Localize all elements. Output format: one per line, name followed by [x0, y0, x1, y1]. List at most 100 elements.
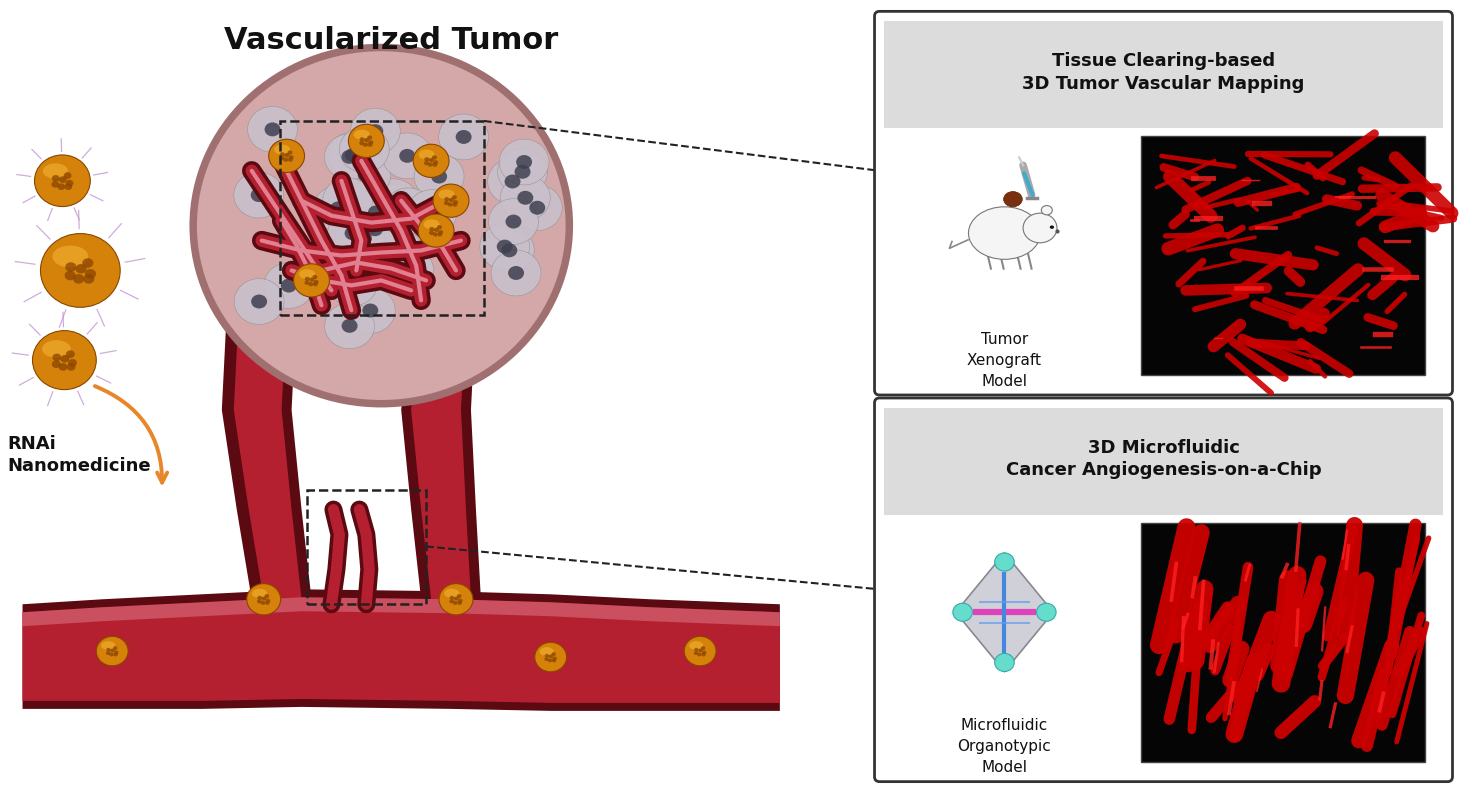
Ellipse shape — [234, 172, 284, 218]
Polygon shape — [955, 553, 1053, 672]
Ellipse shape — [312, 275, 318, 279]
Ellipse shape — [433, 228, 439, 232]
Ellipse shape — [251, 589, 268, 598]
Polygon shape — [401, 250, 481, 600]
Ellipse shape — [491, 250, 541, 296]
Ellipse shape — [362, 303, 379, 318]
Ellipse shape — [351, 108, 401, 154]
Ellipse shape — [497, 239, 513, 254]
Ellipse shape — [552, 659, 556, 662]
Ellipse shape — [401, 204, 416, 218]
Ellipse shape — [444, 201, 450, 205]
Ellipse shape — [433, 232, 438, 236]
Ellipse shape — [501, 243, 518, 258]
Ellipse shape — [284, 157, 288, 162]
Ellipse shape — [401, 263, 417, 277]
Ellipse shape — [269, 139, 305, 172]
Ellipse shape — [325, 303, 374, 348]
Ellipse shape — [114, 653, 118, 656]
Ellipse shape — [386, 195, 402, 209]
Ellipse shape — [454, 596, 458, 600]
Ellipse shape — [356, 143, 373, 156]
Ellipse shape — [247, 107, 297, 152]
Ellipse shape — [64, 172, 71, 179]
Ellipse shape — [547, 659, 552, 662]
FancyBboxPatch shape — [874, 398, 1452, 781]
Ellipse shape — [448, 202, 453, 207]
Ellipse shape — [257, 600, 262, 604]
Ellipse shape — [413, 145, 450, 178]
Ellipse shape — [41, 340, 71, 358]
Ellipse shape — [419, 214, 454, 247]
Ellipse shape — [195, 61, 568, 400]
Ellipse shape — [359, 141, 364, 145]
Ellipse shape — [234, 279, 284, 325]
Ellipse shape — [1041, 205, 1053, 215]
Ellipse shape — [497, 149, 547, 194]
Ellipse shape — [544, 654, 549, 657]
Ellipse shape — [429, 227, 435, 231]
Text: Tissue Clearing-based
3D Tumor Vascular Mapping: Tissue Clearing-based 3D Tumor Vascular … — [1022, 52, 1304, 93]
Ellipse shape — [262, 596, 266, 600]
Ellipse shape — [387, 200, 404, 214]
Ellipse shape — [358, 168, 374, 182]
Ellipse shape — [65, 271, 75, 280]
Ellipse shape — [368, 179, 419, 224]
Ellipse shape — [414, 153, 464, 200]
Ellipse shape — [238, 101, 524, 360]
Ellipse shape — [432, 156, 436, 160]
Polygon shape — [411, 250, 470, 600]
Ellipse shape — [280, 152, 285, 156]
Ellipse shape — [305, 280, 309, 285]
Ellipse shape — [340, 152, 390, 198]
Ellipse shape — [535, 642, 566, 672]
Ellipse shape — [553, 656, 558, 660]
Text: Microfluidic
Organotypic
Model: Microfluidic Organotypic Model — [957, 718, 1052, 775]
Ellipse shape — [328, 132, 377, 178]
Ellipse shape — [342, 150, 358, 164]
Ellipse shape — [322, 178, 373, 224]
Ellipse shape — [1004, 191, 1022, 207]
Ellipse shape — [500, 139, 549, 185]
Ellipse shape — [345, 148, 361, 162]
Ellipse shape — [345, 276, 361, 290]
Ellipse shape — [75, 264, 87, 273]
Text: 3D Microfluidic
Cancer Angiogenesis-on-a-Chip: 3D Microfluidic Cancer Angiogenesis-on-a… — [1006, 438, 1321, 480]
Bar — [1140, 522, 1424, 762]
Ellipse shape — [370, 184, 420, 230]
Ellipse shape — [383, 188, 433, 234]
Ellipse shape — [512, 185, 562, 231]
Bar — [280, 121, 484, 315]
Ellipse shape — [432, 170, 447, 183]
Ellipse shape — [427, 163, 433, 167]
Text: Tumor
Xenograft
Model: Tumor Xenograft Model — [967, 332, 1043, 389]
Ellipse shape — [438, 230, 444, 235]
Ellipse shape — [368, 142, 373, 147]
Ellipse shape — [334, 218, 385, 264]
Bar — [1140, 136, 1424, 375]
Ellipse shape — [552, 653, 556, 656]
Ellipse shape — [287, 150, 293, 155]
Ellipse shape — [995, 653, 1015, 672]
Ellipse shape — [367, 135, 373, 140]
Ellipse shape — [52, 360, 61, 368]
Ellipse shape — [58, 183, 65, 190]
Ellipse shape — [265, 601, 269, 605]
Ellipse shape — [247, 584, 281, 615]
Ellipse shape — [457, 594, 461, 598]
Ellipse shape — [424, 157, 429, 161]
Ellipse shape — [59, 363, 68, 371]
Ellipse shape — [456, 130, 472, 144]
Ellipse shape — [281, 279, 297, 292]
Ellipse shape — [340, 194, 355, 208]
Ellipse shape — [368, 141, 373, 145]
Ellipse shape — [353, 130, 370, 140]
Ellipse shape — [349, 124, 385, 157]
Ellipse shape — [345, 226, 361, 240]
Ellipse shape — [439, 584, 473, 615]
Ellipse shape — [433, 184, 469, 217]
Ellipse shape — [457, 601, 461, 605]
Ellipse shape — [453, 195, 457, 200]
Ellipse shape — [109, 653, 114, 656]
Ellipse shape — [43, 164, 68, 179]
